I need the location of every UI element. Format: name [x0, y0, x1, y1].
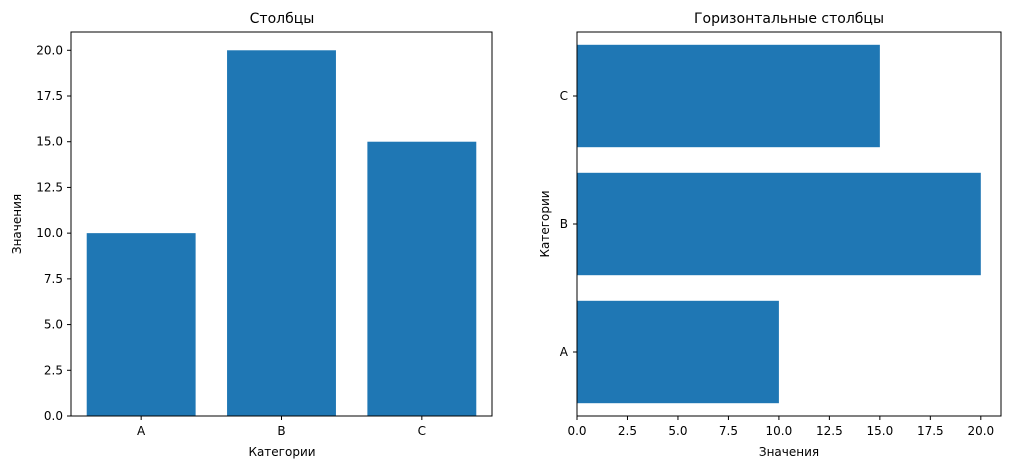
y-axis-label: Значения	[10, 194, 24, 254]
y-tick-label: A	[560, 345, 569, 359]
y-tick-label: 0.0	[44, 409, 63, 423]
x-tick-label: 12.5	[816, 424, 843, 438]
x-tick-label: 20.0	[967, 424, 994, 438]
y-tick-label: 2.5	[44, 363, 63, 377]
x-tick-label: 0.0	[567, 424, 586, 438]
y-tick-label: 17.5	[36, 89, 63, 103]
x-tick-label: A	[137, 424, 146, 438]
y-tick-label: 7.5	[44, 272, 63, 286]
y-tick-label: 15.0	[36, 135, 63, 149]
x-tick-label: 5.0	[668, 424, 687, 438]
y-axis-ticks: A B C	[560, 89, 577, 359]
horizontal-bar-chart: Горизонтальные столбцы A B C 0.0 2.5 5.0 7.5 1…	[538, 11, 1002, 459]
y-tick-label: 12.5	[36, 180, 63, 194]
vertical-bar-chart: Столбцы 0.0 2.5 5.0 7.5 10.0 12.5 15.0 17.5 20.0…	[10, 11, 493, 459]
bar-B	[577, 172, 981, 276]
y-axis-label: Категории	[538, 190, 552, 257]
y-tick-label: C	[560, 89, 568, 103]
plot-frame	[576, 31, 1002, 417]
y-tick-label: 5.0	[44, 318, 63, 332]
bar-series	[577, 44, 981, 404]
y-axis-ticks: 0.0 2.5 5.0 7.5 10.0 12.5 15.0 17.5 20.0	[36, 43, 71, 423]
x-tick-label: 7.5	[719, 424, 738, 438]
bar-A	[86, 233, 196, 416]
y-tick-label: 10.0	[36, 226, 63, 240]
bar-A	[577, 300, 779, 404]
x-tick-label: 2.5	[618, 424, 637, 438]
x-axis-label: Значения	[759, 445, 819, 459]
x-tick-label: 10.0	[766, 424, 793, 438]
x-axis-ticks: 0.0 2.5 5.0 7.5 10.0 12.5 15.0 17.5 20.0	[567, 416, 994, 438]
x-axis-ticks: A B C	[137, 416, 426, 438]
bar-C	[367, 141, 477, 416]
bar-B	[227, 50, 336, 417]
x-tick-label: 15.0	[866, 424, 893, 438]
plot-frame	[70, 31, 493, 417]
x-tick-label: B	[277, 424, 285, 438]
x-tick-label: C	[418, 424, 426, 438]
bar-C	[577, 44, 880, 148]
x-tick-label: 17.5	[917, 424, 944, 438]
y-tick-label: B	[560, 217, 568, 231]
bar-series	[86, 50, 477, 417]
chart-title: Горизонтальные столбцы	[694, 11, 884, 27]
x-axis-label: Категории	[248, 445, 315, 459]
chart-title: Столбцы	[250, 11, 315, 27]
y-tick-label: 20.0	[36, 43, 63, 57]
